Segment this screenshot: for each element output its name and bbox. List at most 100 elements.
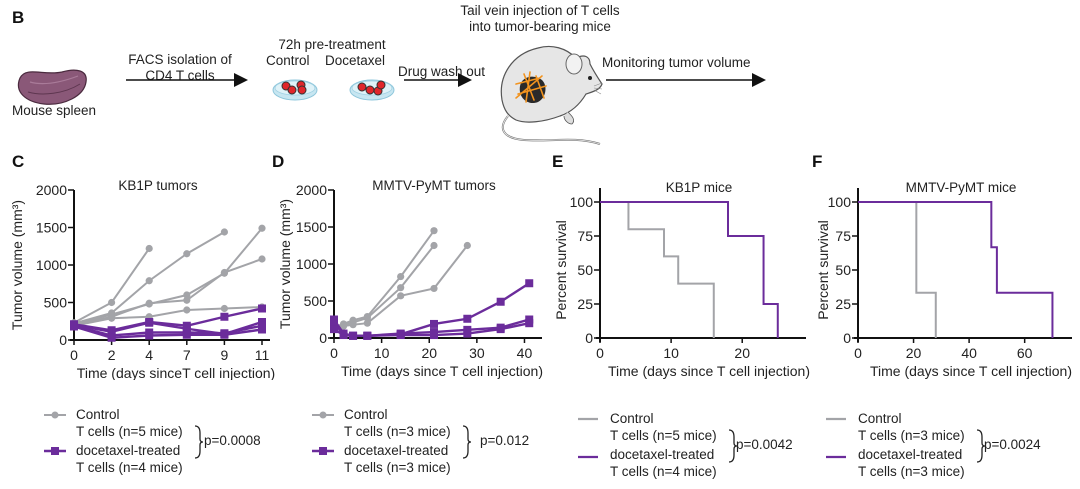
data-point-docetaxel [258,304,266,313]
legend-d-docetaxel-marker [312,447,334,455]
data-point-docetaxel [496,325,505,334]
step2-title: 72h pre-treatment [278,37,386,52]
step2-docetaxel-label: Docetaxel [325,53,386,68]
legend-e-control-line2: T cells (n=5 mice) [610,428,717,443]
data-point-docetaxel [107,333,116,342]
y-tick-label: 500 [304,293,328,309]
y-tick-label: 0 [585,330,593,346]
data-point-docetaxel [463,329,472,338]
data-point-docetaxel [220,312,229,321]
data-point-docetaxel [258,325,266,334]
legend-f-docetaxel-line1: docetaxel-treated [858,447,963,462]
chart-kb1p-tumors: KB1P tumors 0 500 1000 1500 2000 Tumor volume … [9,178,275,380]
data-point-control [183,306,191,314]
data-point-control [108,314,116,322]
x-axis-label: Time (days since T cell injection) [341,363,543,379]
data-point-control [220,228,228,236]
legend-f-control-line2: T cells (n=3 mice) [858,428,965,443]
y-tick-label: 1000 [296,256,327,272]
data-point-docetaxel [330,319,338,328]
y-tick-label: 1500 [36,220,67,236]
legend-c-control-line1: Control [76,407,120,422]
survival-curve-control [858,201,937,338]
data-point-docetaxel [363,331,372,340]
y-tick-label: 1500 [296,219,327,235]
legend-f-docetaxel-marker [826,455,846,459]
arrow-step5 [606,73,766,87]
step4-line2: into tumor-bearing mice [469,19,611,34]
mouse-illustration [500,45,603,145]
chart-mmtv-survival: MMTV-PyMT mice 0 25 50 75 100 Percent survival… [815,180,1072,379]
data-point-docetaxel [339,331,348,340]
data-point-docetaxel [145,331,154,340]
panel-label-e: E [552,152,564,171]
y-tick-label: 75 [835,228,851,244]
step5-label: Monitoring tumor volume [602,55,751,70]
legend-d-control-line1: Control [344,407,388,422]
data-point-docetaxel [220,330,229,339]
y-tick-label: 100 [570,194,594,210]
data-point-control [363,314,371,322]
y-tick-label: 2000 [296,182,327,198]
legend-c-docetaxel-marker [44,447,66,455]
data-point-control [220,268,228,277]
data-point-control [397,272,405,281]
data-point-docetaxel [396,331,405,340]
petri-dish-control [272,79,318,101]
spleen-label: Mouse spleen [12,103,97,118]
legend-e-control-line1: Control [610,411,654,426]
x-tick-label: 20 [734,345,750,361]
data-point-control [339,322,348,330]
petri-dishes-illustration [272,79,395,101]
data-point-docetaxel [182,330,191,339]
data-point-control [183,291,191,299]
series-line-docetaxel [73,325,263,339]
data-point-docetaxel [430,319,438,328]
legend-f-pvalue: p=0.0024 [984,437,1041,452]
y-tick-label: 0 [319,330,327,346]
x-tick-label: 0 [854,345,862,361]
x-tick-label: 40 [961,345,977,361]
y-tick-label: 0 [843,330,851,346]
x-tick-label: 60 [1017,345,1033,361]
data-point-docetaxel [525,279,534,288]
series-line-control [73,258,263,326]
x-tick-label: 30 [469,345,485,361]
arrow-step1 [126,73,248,87]
data-point-control [430,241,438,250]
spleen-illustration [17,69,87,105]
data-point-control [430,227,438,235]
x-tick-label: 0 [70,347,78,363]
data-point-docetaxel [430,331,438,340]
data-point-control [397,284,405,292]
data-point-control [145,277,153,285]
legend-c-pvalue: p=0.0008 [204,433,261,448]
series-line-control [73,227,263,326]
panel-label-c: C [12,152,25,171]
y-tick-label: 50 [835,262,851,278]
survival-curve-docetaxel [600,201,779,338]
data-point-control [463,241,471,250]
data-point-control [108,298,116,307]
petri-dish-docetaxel [349,79,395,101]
legend-f-brace [976,429,986,463]
tumor-icon [515,71,547,104]
data-point-docetaxel [463,314,472,323]
y-tick-label: 0 [59,332,67,348]
legend-e-control-marker [578,417,598,421]
legend-e-brace [728,429,738,463]
x-tick-label: 4 [145,347,153,363]
legend-e-docetaxel-line2: T cells (n=4 mice) [610,464,717,479]
legend-d-control-line2: T cells (n=3 mice) [344,424,451,439]
series-line-control [73,306,263,327]
y-axis-label: Percent survival [553,220,569,320]
legend-d-docetaxel-line2: T cells (n=3 mice) [344,460,451,475]
x-tick-label: 10 [663,345,679,361]
legend-f-control-line1: Control [858,411,902,426]
x-tick-label: 7 [183,347,191,363]
data-point-control [258,224,266,232]
legend-f-docetaxel-line2: T cells (n=3 mice) [858,464,965,479]
data-point-control [183,250,191,258]
